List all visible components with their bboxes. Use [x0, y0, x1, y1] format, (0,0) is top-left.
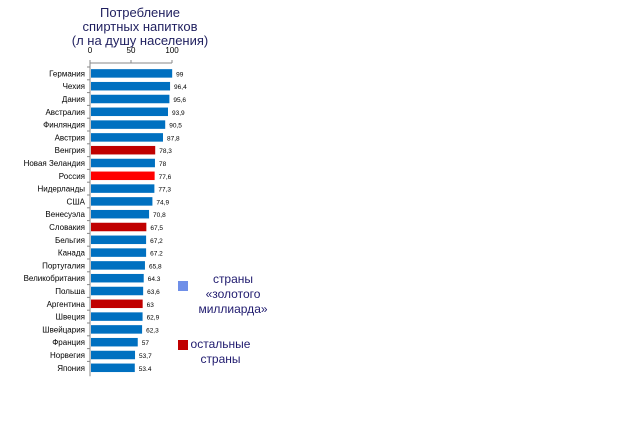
data-label: 90,5 [169, 123, 182, 130]
bar [91, 158, 155, 168]
category-label: США [67, 197, 86, 206]
category-label: Австралия [45, 108, 85, 117]
legend-line: «золотого [205, 287, 261, 301]
category-label: Япония [57, 364, 85, 373]
category-label: Россия [59, 172, 85, 181]
data-label: 95,6 [173, 97, 186, 104]
category-label: Великобритания [24, 274, 85, 283]
title-line: Потребление [100, 5, 180, 20]
data-label: 53.4 [139, 366, 152, 373]
legend-line: миллиарда» [198, 302, 268, 316]
x-tick-label: 0 [88, 46, 93, 55]
bar [91, 107, 168, 117]
bar [91, 69, 173, 78]
chart-title: Потребление спиртных напитков (л на душу… [40, 6, 240, 48]
data-label: 87,8 [167, 135, 180, 142]
bar [91, 299, 143, 309]
data-label: 78,3 [159, 148, 172, 155]
data-label: 57 [142, 340, 150, 347]
bar [91, 325, 143, 334]
bar [91, 312, 143, 321]
data-label: 67,5 [150, 225, 163, 232]
category-label: Венесуэла [45, 210, 85, 219]
data-label: 62,9 [147, 315, 160, 322]
bar [91, 235, 147, 245]
data-label: 78 [159, 161, 167, 168]
legend-line: остальные [190, 337, 251, 351]
category-label: Канада [58, 249, 86, 258]
x-tick-label: 100 [165, 46, 179, 55]
bar [91, 248, 147, 257]
bar [91, 197, 153, 206]
bar [91, 222, 147, 232]
data-label: 64.3 [148, 276, 161, 283]
legend-line: страны [212, 272, 254, 286]
category-label: Аргентина [47, 300, 86, 309]
legend-label-golden-billion: страны «золотого миллиарда» [188, 272, 278, 317]
category-label: Норвегия [50, 351, 85, 360]
data-label: 70,8 [153, 212, 166, 219]
category-label: Венгрия [55, 146, 85, 155]
bar [91, 286, 144, 296]
data-label: 67,2 [150, 238, 163, 245]
bar [91, 120, 166, 129]
bar [91, 145, 156, 155]
legend-swatch-golden-billion [178, 281, 188, 291]
bar [91, 184, 155, 193]
data-label: 99 [176, 71, 184, 78]
data-label: 96,4 [174, 84, 187, 91]
data-label: 74,9 [156, 199, 169, 206]
bar [91, 209, 150, 219]
data-label: 77,6 [159, 174, 172, 181]
legend-label-other: остальные страны [188, 337, 253, 367]
bar [91, 337, 138, 347]
bar [91, 81, 171, 91]
data-label: 63,6 [147, 289, 160, 296]
data-label: 65,8 [149, 263, 162, 270]
data-label: 63 [147, 302, 155, 309]
category-label: Нидерланды [38, 185, 86, 194]
bar [91, 94, 170, 104]
data-label: 93,9 [172, 110, 185, 117]
data-label: 77,3 [158, 187, 171, 194]
category-label: Словакия [49, 223, 85, 232]
category-label: Швейцария [42, 325, 85, 334]
legend-swatch-other [178, 340, 188, 350]
title-line: спиртных напитков [82, 19, 198, 34]
bar [91, 363, 135, 373]
bar [91, 171, 155, 181]
data-label: 53,7 [139, 353, 152, 360]
bar [91, 261, 145, 270]
data-label: 67.2 [150, 251, 163, 258]
category-label: Германия [49, 69, 85, 78]
category-label: Дания [62, 95, 85, 104]
category-label: Австрия [55, 133, 85, 142]
category-label: Новая Зеландия [24, 159, 85, 168]
category-label: Бельгия [55, 236, 85, 245]
data-label: 62,3 [146, 327, 159, 334]
category-label: Португалия [42, 261, 85, 270]
x-tick-label: 50 [127, 46, 136, 55]
category-label: Чехия [63, 82, 85, 91]
title-line: (л на душу населения) [71, 33, 209, 48]
category-label: Франция [52, 338, 85, 347]
category-label: Польша [55, 287, 85, 296]
legend-line: страны [200, 352, 241, 366]
bar [91, 350, 136, 360]
bar [91, 133, 163, 142]
bar [91, 273, 144, 283]
category-label: Финляндия [43, 121, 85, 130]
category-label: Швеция [56, 313, 85, 322]
